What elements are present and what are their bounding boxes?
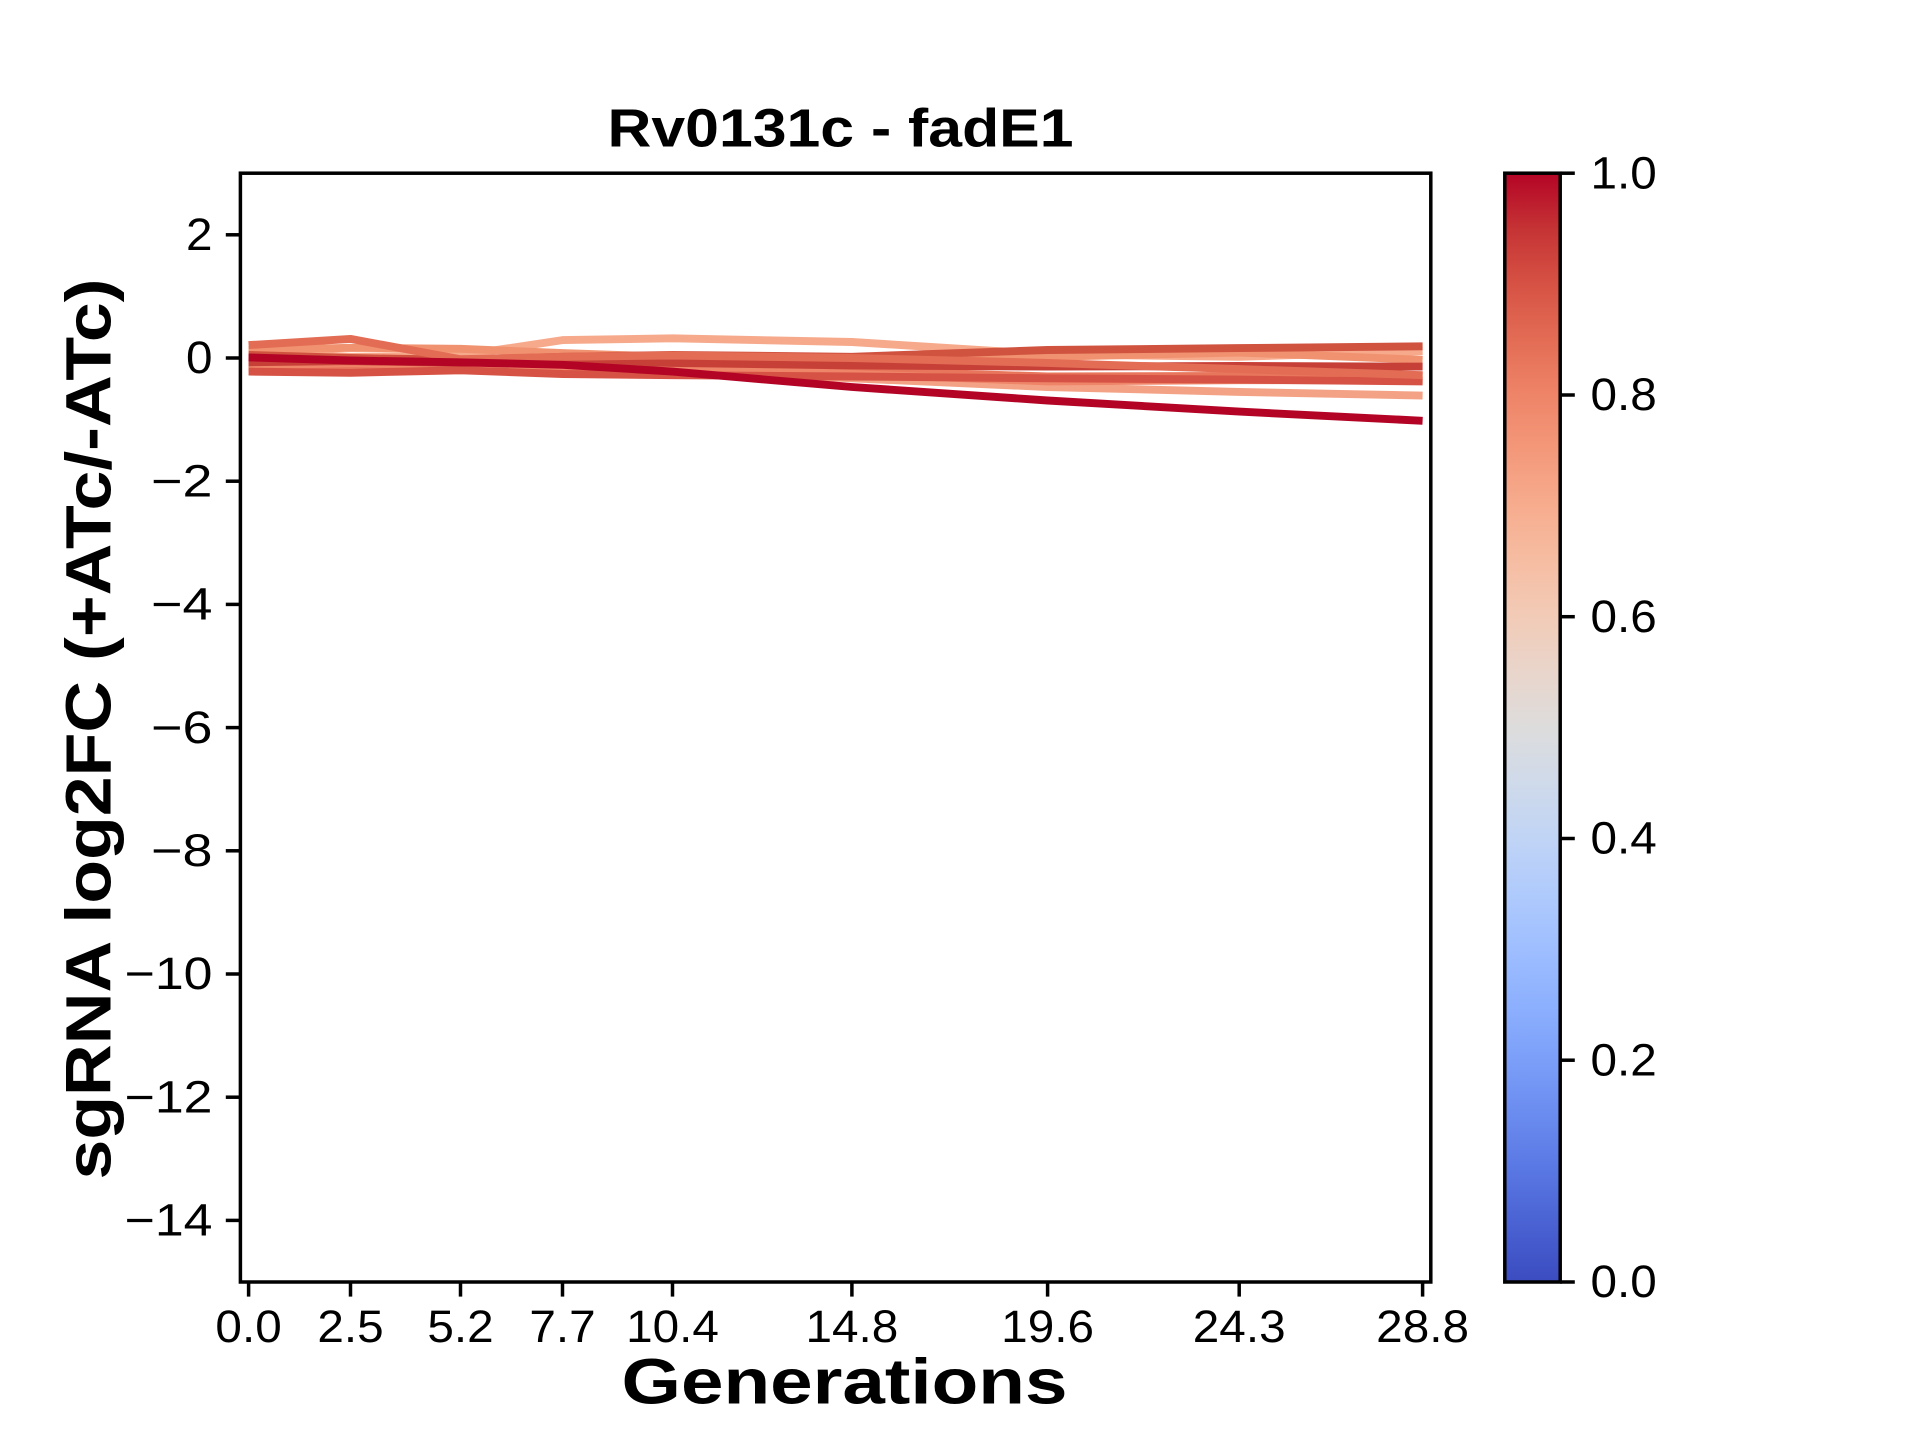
svg-text:5.2: 5.2 [427, 1301, 493, 1352]
svg-text:−2: −2 [151, 455, 212, 506]
svg-text:−14: −14 [125, 1195, 213, 1246]
svg-text:0.2: 0.2 [1591, 1034, 1657, 1085]
svg-text:Generations: Generations [622, 1346, 1068, 1418]
svg-text:−4: −4 [151, 579, 212, 630]
svg-text:0.0: 0.0 [215, 1301, 281, 1352]
svg-text:−10: −10 [125, 948, 213, 999]
svg-text:19.6: 19.6 [1001, 1301, 1094, 1352]
svg-text:sgRNA log2FC (+ATc/-ATc): sgRNA log2FC (+ATc/-ATc) [53, 279, 125, 1180]
svg-text:1.0: 1.0 [1591, 147, 1657, 198]
svg-text:0.4: 0.4 [1591, 813, 1657, 864]
svg-text:0.6: 0.6 [1591, 591, 1657, 642]
svg-text:10.4: 10.4 [626, 1301, 719, 1352]
svg-text:−8: −8 [151, 825, 212, 876]
svg-text:2: 2 [186, 209, 213, 260]
svg-text:Rv0131c - fadE1: Rv0131c - fadE1 [608, 100, 1074, 159]
svg-text:7.7: 7.7 [529, 1301, 595, 1352]
svg-text:24.3: 24.3 [1193, 1301, 1286, 1352]
svg-text:28.8: 28.8 [1376, 1301, 1469, 1352]
svg-text:−12: −12 [125, 1071, 213, 1122]
svg-text:14.8: 14.8 [806, 1301, 899, 1352]
svg-text:2.5: 2.5 [317, 1301, 383, 1352]
svg-text:0.8: 0.8 [1591, 369, 1657, 420]
svg-text:−6: −6 [151, 702, 212, 753]
svg-text:0.0: 0.0 [1591, 1256, 1657, 1307]
svg-text:0: 0 [186, 332, 213, 383]
